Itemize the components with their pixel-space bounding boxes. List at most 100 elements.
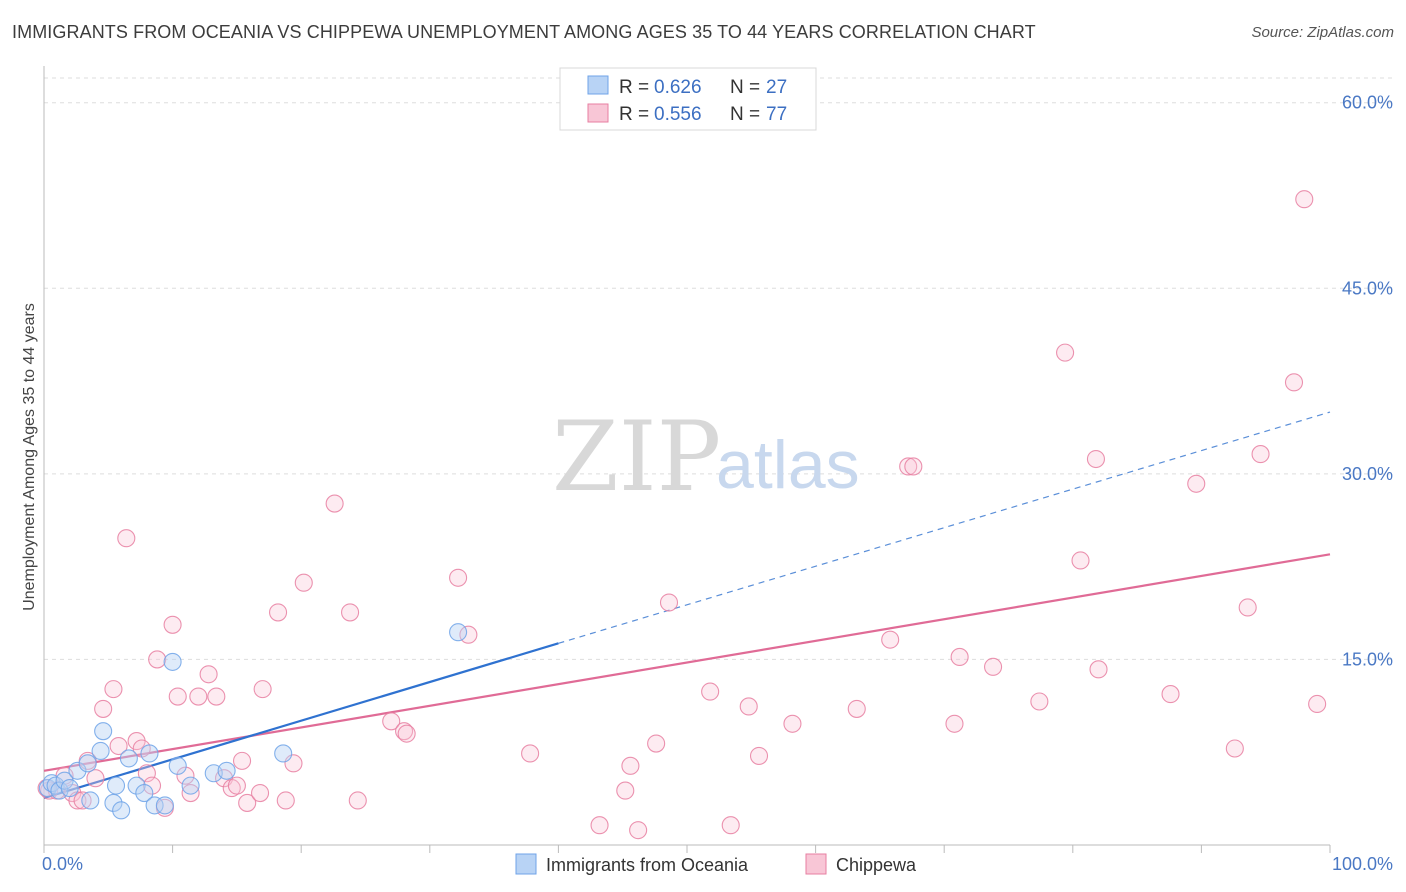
- legend-r-value-oceania: 0.626: [654, 77, 702, 98]
- point-oceania: [155, 796, 174, 815]
- watermark-atlas: atlas: [716, 427, 860, 503]
- point-chippewa: [227, 776, 246, 795]
- point-oceania: [119, 749, 138, 768]
- point-chippewa: [148, 650, 167, 669]
- bottom-legend-swatch-chippewa: [805, 853, 827, 875]
- point-chippewa: [269, 603, 288, 622]
- axes: [43, 66, 1331, 853]
- point-chippewa: [1089, 660, 1108, 679]
- point-chippewa: [1056, 343, 1075, 362]
- point-chippewa: [199, 665, 218, 684]
- point-oceania: [68, 761, 87, 780]
- legend-n-value-oceania: 27: [766, 77, 787, 98]
- bottom-legend-swatch-oceania: [515, 853, 537, 875]
- point-chippewa: [847, 699, 866, 718]
- point-oceania: [127, 776, 146, 795]
- point-chippewa: [701, 682, 720, 701]
- legend-box: R = 0.626 N = 27 R = 0.556 N = 77: [559, 67, 817, 131]
- point-chippewa: [341, 603, 360, 622]
- point-chippewa: [945, 714, 964, 733]
- chart-title: IMMIGRANTS FROM OCEANIA VS CHIPPEWA UNEM…: [12, 22, 1036, 42]
- point-chippewa: [253, 680, 272, 699]
- point-chippewa: [382, 712, 401, 731]
- point-oceania: [91, 741, 110, 761]
- point-oceania: [163, 652, 182, 671]
- point-chippewa: [783, 714, 802, 733]
- point-chippewa: [1251, 445, 1270, 464]
- trend-line-oceania: [43, 642, 559, 800]
- gridlines: [44, 77, 1392, 660]
- point-chippewa: [1295, 190, 1314, 209]
- legend-swatch-chippewa: [587, 103, 609, 123]
- point-chippewa: [647, 734, 666, 753]
- point-chippewa: [176, 766, 195, 785]
- source-credit: Source: ZipAtlas.com: [1251, 24, 1394, 41]
- trend-lines: [43, 411, 1331, 800]
- watermark-zip: ZIP: [552, 401, 721, 513]
- y-tick-label: 15.0%: [1342, 649, 1393, 669]
- point-chippewa: [739, 697, 758, 716]
- point-chippewa: [222, 779, 241, 798]
- legend-r-value-chippewa: 0.556: [654, 104, 702, 125]
- point-chippewa: [449, 568, 468, 587]
- point-chippewa: [1030, 692, 1049, 711]
- point-chippewa: [1187, 474, 1206, 493]
- point-chippewa: [1284, 373, 1304, 392]
- point-chippewa: [94, 699, 113, 718]
- point-chippewa: [621, 756, 640, 775]
- point-chippewa: [142, 776, 162, 795]
- data-points: [37, 190, 1327, 840]
- point-chippewa: [1225, 739, 1244, 758]
- x-tick-labels: 0.0% 100.0%: [42, 854, 1393, 874]
- point-chippewa: [590, 816, 609, 835]
- watermark: ZIP atlas: [552, 401, 860, 513]
- y-tick-label: 60.0%: [1342, 93, 1393, 113]
- point-oceania: [94, 722, 113, 741]
- bottom-legend-label-chippewa: Chippewa: [836, 855, 917, 875]
- point-chippewa: [207, 687, 226, 706]
- point-chippewa: [395, 722, 414, 741]
- bottom-legend-label-oceania: Immigrants from Oceania: [546, 855, 749, 875]
- trend-line-chippewa: [43, 553, 1331, 772]
- point-chippewa: [1086, 449, 1105, 469]
- point-oceania: [168, 756, 187, 775]
- point-chippewa: [189, 687, 208, 706]
- point-chippewa: [238, 793, 257, 812]
- point-chippewa: [950, 647, 969, 667]
- y-tick-label: 45.0%: [1342, 278, 1393, 298]
- point-chippewa: [616, 781, 635, 800]
- point-chippewa: [881, 630, 900, 649]
- point-chippewa: [659, 593, 679, 612]
- legend-r-label-chippewa: R =: [619, 104, 649, 125]
- point-oceania: [81, 791, 100, 810]
- point-chippewa: [397, 724, 416, 743]
- point-chippewa: [181, 783, 200, 803]
- point-oceania: [145, 796, 164, 815]
- legend-n-label-chippewa: N =: [730, 104, 760, 125]
- point-chippewa: [250, 783, 270, 803]
- point-chippewa: [163, 615, 182, 634]
- point-chippewa: [749, 746, 769, 765]
- point-chippewa: [73, 791, 92, 810]
- point-chippewa: [168, 687, 187, 706]
- point-chippewa: [232, 751, 252, 770]
- point-chippewa: [1238, 598, 1257, 617]
- trend-line-oceania-extension: [558, 411, 1331, 644]
- point-chippewa: [86, 769, 105, 788]
- point-chippewa: [904, 457, 923, 476]
- point-chippewa: [294, 573, 313, 592]
- point-chippewa: [104, 680, 123, 699]
- legend-r-label-oceania: R =: [619, 77, 649, 98]
- x-tick-label: 100.0%: [1332, 854, 1393, 874]
- point-chippewa: [276, 791, 295, 810]
- legend-n-label-oceania: N =: [730, 77, 760, 98]
- point-oceania: [217, 761, 236, 780]
- y-axis-label: Unemployment Among Ages 35 to 44 years: [21, 303, 38, 611]
- point-chippewa: [1308, 694, 1327, 714]
- point-chippewa: [521, 744, 540, 763]
- x-tick-label: 0.0%: [42, 854, 83, 874]
- point-oceania: [181, 776, 200, 795]
- point-chippewa: [1161, 685, 1180, 704]
- point-chippewa: [899, 457, 918, 476]
- point-chippewa: [984, 657, 1003, 676]
